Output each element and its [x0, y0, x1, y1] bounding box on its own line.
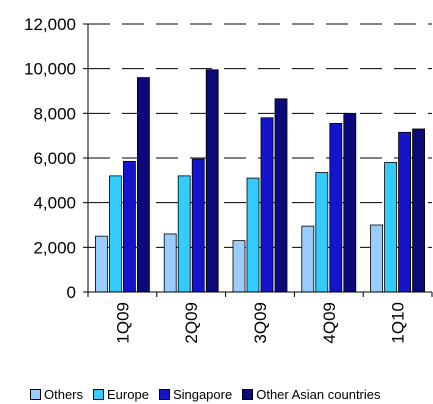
bar [95, 235, 108, 293]
bar [123, 160, 136, 293]
bar [301, 225, 315, 293]
legend-label: Singapore [172, 386, 233, 402]
bar-chart: 0 2,000 4,000 6,000 8,000 10,000 12,000 1Q09 2Q… [24, 15, 433, 344]
legend-swatch [158, 388, 170, 400]
y-axis: 0 2,000 4,000 6,000 8,000 10,000 12,000 [24, 15, 89, 302]
bar [109, 175, 122, 293]
legend-swatch [30, 388, 41, 400]
bar [177, 175, 191, 293]
bar [412, 128, 426, 293]
y-tick-label: 12,000 [24, 15, 76, 34]
legend-swatch [93, 388, 105, 400]
bar [398, 131, 412, 293]
bar [205, 69, 219, 293]
x-tick-label: 3Q09 [251, 302, 270, 344]
bar [329, 122, 343, 293]
legend-label: Others [44, 386, 84, 402]
y-tick-label: 8,000 [33, 104, 76, 123]
bars [95, 69, 426, 293]
legend-item: Singapore [158, 386, 233, 402]
x-axis: 1Q09 2Q09 3Q09 4Q09 1Q10 [87, 291, 433, 344]
legend-item: Others [30, 387, 83, 402]
bar [260, 117, 274, 293]
bar [163, 233, 177, 293]
x-tick-label: 1Q10 [389, 302, 408, 344]
bar [343, 112, 357, 293]
legend: Others Europe Singapore Other Asian countri… [30, 385, 430, 403]
legend-swatch [242, 388, 254, 400]
legend-label: Other Asian countries [256, 386, 381, 402]
bar [191, 158, 205, 293]
bar [315, 172, 329, 293]
y-tick-label: 2,000 [33, 238, 76, 257]
bar [232, 240, 246, 293]
legend-item: Other Asian countries [242, 386, 381, 402]
legend-label: Europe [107, 386, 149, 402]
x-tick-label: 2Q09 [182, 302, 201, 344]
bar [136, 77, 150, 293]
bar [370, 224, 384, 293]
y-tick-label: 10,000 [24, 60, 76, 79]
bar [246, 177, 260, 293]
y-tick-label: 4,000 [33, 194, 76, 213]
bar [384, 162, 398, 293]
x-tick-label: 4Q09 [320, 302, 339, 344]
legend-item: Europe [93, 387, 149, 402]
x-tick-label: 1Q09 [113, 302, 132, 344]
bar [274, 98, 288, 293]
y-tick-label: 0 [67, 283, 76, 302]
y-tick-label: 6,000 [33, 149, 76, 168]
